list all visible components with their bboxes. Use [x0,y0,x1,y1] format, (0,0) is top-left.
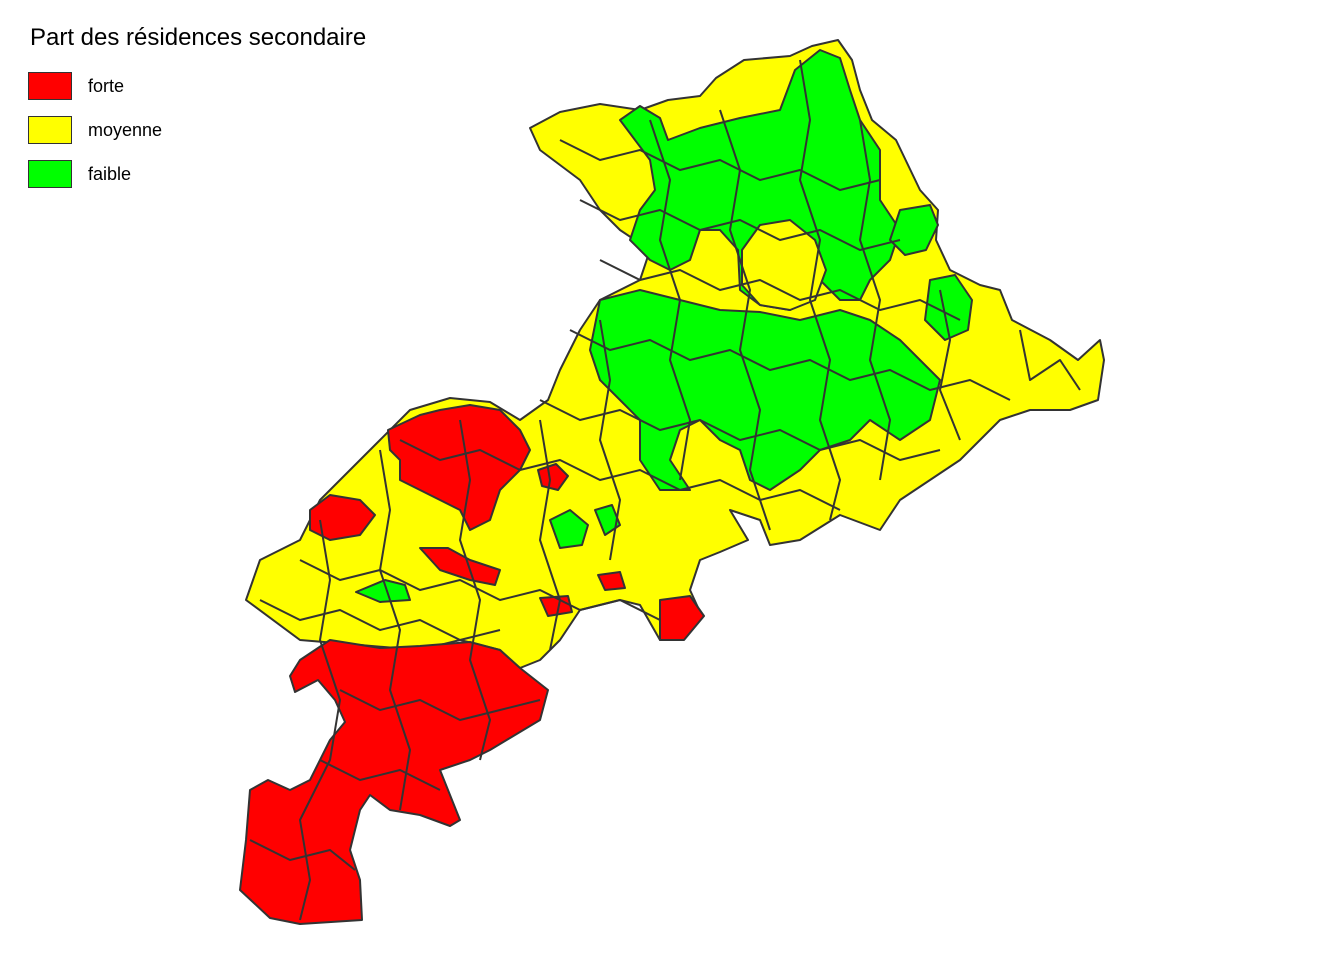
commune-border-15 [859,119,891,481]
commune-border-8 [259,599,501,641]
commune-border-10 [319,759,441,791]
region-moyenne-center [741,219,827,311]
commune-border-22 [1019,329,1081,391]
commune-border-7 [299,559,661,621]
commune-border-2 [579,199,901,251]
region-forte-spot3 [419,547,501,586]
region-faible-east [889,204,939,256]
commune-border-19 [459,419,491,761]
region-faible-sw3 [355,579,411,603]
commune-border-16 [939,289,961,441]
region-faible-sw1 [549,509,589,549]
legend-label-faible: faible [88,163,132,184]
region-forte-spot1 [537,463,569,491]
commune-border-3 [599,259,961,321]
commune-border-5 [539,399,941,461]
region-faible-sw2 [594,504,621,536]
region-forte-south [239,639,549,925]
commune-border-21 [299,519,341,921]
commune-border-20 [379,449,411,811]
commune-border-17 [599,319,621,561]
region-forte-west [387,404,531,531]
region-forte-spot2 [659,595,705,641]
commune-borders [249,59,1081,921]
legend-item-forte: forte [28,64,366,108]
region-forte-west2 [309,494,376,541]
legend-label-moyenne: moyenne [88,119,163,140]
commune-border-13 [719,109,771,531]
commune-border-12 [649,119,691,481]
legend-swatch-moyenne [28,116,72,144]
commune-border-14 [799,59,841,521]
commune-border-11 [249,839,356,871]
commune-border-4 [569,329,1011,401]
legend-swatch-forte [28,72,72,100]
commune-border-1 [559,139,881,191]
legend-label-forte: forte [88,75,125,96]
legend-swatch-faible [28,160,72,188]
region-forte-spot5 [597,571,626,591]
legend: Part des résidences secondaire forte moy… [28,24,366,196]
commune-border-18 [539,419,561,651]
legend-item-moyenne: moyenne [28,108,366,152]
legend-title: Part des résidences secondaire [30,24,367,51]
region-faible-east2 [924,274,973,341]
commune-border-6 [399,439,841,511]
region-faible-center [589,289,941,491]
commune-border-9 [339,689,541,721]
legend-item-faible: faible [28,152,366,196]
